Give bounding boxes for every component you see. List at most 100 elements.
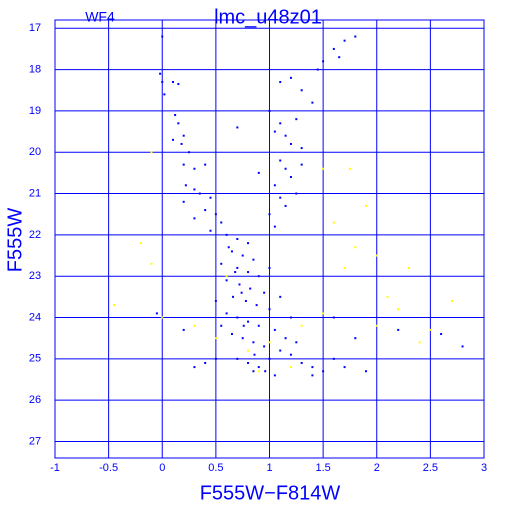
- point: [161, 35, 164, 38]
- point: [238, 283, 241, 286]
- point: [204, 163, 207, 166]
- point: [236, 316, 239, 319]
- plot-frame: [54, 19, 485, 459]
- point: [397, 328, 400, 331]
- point: [159, 72, 162, 75]
- point: [155, 312, 158, 315]
- point: [225, 312, 228, 315]
- point: [284, 204, 287, 207]
- point: [365, 370, 368, 373]
- point: [332, 316, 335, 319]
- point: [279, 349, 282, 352]
- point: [150, 262, 153, 265]
- point: [252, 370, 255, 373]
- point: [193, 324, 196, 327]
- point: [295, 118, 298, 121]
- y-tick-label: 26: [29, 394, 41, 406]
- x-tick-label: 3: [481, 462, 487, 474]
- point: [247, 361, 250, 364]
- point: [171, 138, 174, 141]
- point: [188, 151, 191, 154]
- point: [204, 209, 207, 212]
- y-axis-label: F555W: [4, 208, 26, 273]
- point: [247, 349, 250, 352]
- point: [241, 254, 244, 257]
- point: [247, 320, 250, 323]
- point: [268, 341, 271, 344]
- x-tick-label: -1: [50, 462, 60, 474]
- point: [163, 93, 166, 96]
- point: [193, 366, 196, 369]
- point: [289, 366, 292, 369]
- point: [249, 287, 252, 290]
- x-tick-label: -0.5: [99, 462, 118, 474]
- point: [198, 192, 201, 195]
- point: [268, 308, 271, 311]
- point: [257, 370, 260, 373]
- x-tick-label: 2: [374, 462, 380, 474]
- point: [209, 229, 212, 232]
- point: [232, 295, 235, 298]
- point: [112, 304, 115, 307]
- y-tick-label: 23: [29, 270, 41, 282]
- point: [300, 361, 303, 364]
- point: [257, 366, 260, 369]
- point: [273, 184, 276, 187]
- point: [220, 324, 223, 327]
- point: [214, 213, 217, 216]
- point: [264, 370, 267, 373]
- point: [332, 47, 335, 50]
- point: [193, 188, 196, 191]
- point: [236, 357, 239, 360]
- point: [182, 163, 185, 166]
- point: [253, 353, 256, 356]
- point: [322, 60, 325, 63]
- point: [150, 151, 153, 154]
- point: [268, 109, 271, 112]
- point: [263, 291, 266, 294]
- point: [311, 366, 314, 369]
- point: [343, 266, 346, 269]
- point: [354, 246, 357, 249]
- point: [255, 304, 258, 307]
- point: [257, 275, 260, 278]
- point: [279, 159, 282, 162]
- point: [247, 271, 250, 274]
- x-tick-label: 2.5: [423, 462, 438, 474]
- point: [225, 275, 228, 278]
- point: [241, 337, 244, 340]
- point: [284, 337, 287, 340]
- point: [375, 324, 378, 327]
- point: [397, 308, 400, 311]
- point: [242, 324, 245, 327]
- point: [365, 204, 368, 207]
- point: [461, 345, 464, 348]
- point: [214, 357, 217, 360]
- point: [440, 333, 443, 336]
- point: [343, 39, 346, 42]
- point: [332, 357, 335, 360]
- point: [375, 254, 378, 257]
- point: [354, 337, 357, 340]
- point: [354, 35, 357, 38]
- point: [343, 366, 346, 369]
- point: [268, 266, 271, 269]
- point: [316, 68, 319, 71]
- y-tick-label: 25: [29, 353, 41, 365]
- point: [322, 370, 325, 373]
- point: [240, 291, 243, 294]
- point: [180, 142, 183, 145]
- point: [257, 324, 260, 327]
- point: [386, 295, 389, 298]
- point: [273, 374, 276, 377]
- point: [263, 345, 266, 348]
- point: [230, 333, 233, 336]
- y-tick-label: 17: [29, 22, 41, 34]
- point: [418, 341, 421, 344]
- chart-title: lmc_u48z01: [214, 6, 322, 28]
- point: [407, 266, 410, 269]
- point: [234, 271, 237, 274]
- point: [236, 266, 239, 269]
